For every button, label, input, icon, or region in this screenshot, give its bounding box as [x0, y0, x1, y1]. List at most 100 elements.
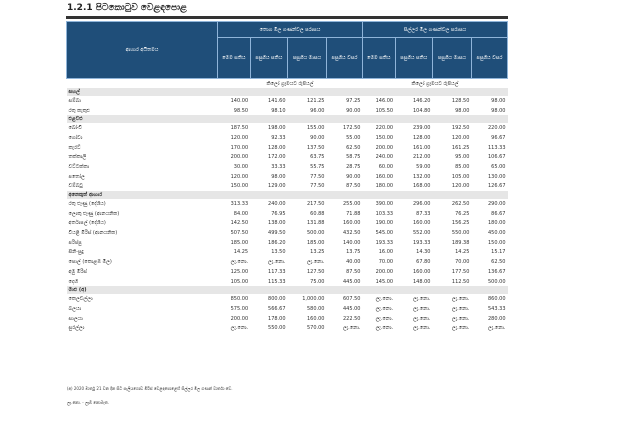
price-cell: ලැ.නො. [412, 296, 431, 303]
column-header: පසුගිය වසර [325, 37, 363, 79]
item-label: ලොකු ළූණු (ආනයනික) [68, 210, 120, 217]
price-cell: 177.50 [451, 268, 470, 275]
price-cell: 70.00 [455, 259, 470, 266]
unit-label: කිලෝ ග්‍රෑමයට රුපියල් [266, 80, 314, 87]
price-cell: 200.00 [375, 268, 394, 275]
price-cell: ලැ.නො. [451, 315, 470, 322]
price-cell: 33.33 [271, 163, 286, 170]
section-header: මාළු (අ) [66, 286, 508, 295]
price-cell: 126.67 [488, 183, 506, 190]
table-row: රතු ළූණු (දේශීය) 313.33 240.00 217.50 255.00… [67, 199, 508, 209]
price-cell: 87.50 [346, 183, 361, 190]
price-cell: 13.50 [271, 249, 286, 256]
column-header: මෙම සතිය [361, 37, 396, 79]
price-cell: 138.00 [268, 220, 286, 227]
price-cell: 90.00 [310, 134, 325, 141]
price-cell: 84.00 [233, 210, 249, 217]
price-cell: 148.00 [412, 278, 431, 285]
price-cell: 129.00 [268, 183, 286, 190]
price-cell: 262.50 [451, 201, 470, 208]
price-cell: 14.25 [233, 249, 249, 256]
table-row: අර්තාපල් (දේශීය) 142.50 138.00 131.88 160.00… [67, 219, 508, 229]
column-header: පසුගිය සතිය [394, 37, 433, 79]
price-cell: 13.25 [310, 249, 325, 256]
price-cell: 28.75 [346, 163, 361, 170]
price-cell: 30.00 [233, 163, 249, 170]
price-cell: 580.00 [306, 305, 325, 312]
price-cell: 128.00 [268, 144, 286, 151]
price-cell: 105.50 [375, 107, 394, 114]
item-label: සුරල්ලා [68, 325, 85, 332]
price-cell: 128.50 [451, 97, 470, 104]
price-cell: 97.25 [346, 97, 361, 104]
table-row: වට්ටක්කා 30.00 33.33 55.75 28.75 60.00 59.00 85… [67, 162, 508, 172]
price-cell: ලැ.නො. [375, 305, 394, 312]
price-cell: 77.50 [310, 183, 325, 190]
price-cell: 146.20 [412, 97, 431, 104]
item-label: වම්බටු [68, 183, 83, 190]
table-row: සාලයා 200.00 178.00 160.00 222.50 ලැ.නො. ලැ.නො… [67, 314, 508, 324]
retail-header: සිල්ලර මිල ගණන්වල පරාසය [361, 21, 509, 38]
price-cell: 87.33 [416, 210, 431, 217]
item-label: පරිප්පු [68, 239, 82, 246]
divider [66, 16, 508, 19]
price-cell: 550.00 [268, 325, 286, 332]
table-row: රතු කැකුළු 98.50 98.10 96.00 90.00 105.50 104.… [67, 106, 508, 116]
price-cell: 132.00 [412, 173, 431, 180]
column-header: පසුගිය මාසය [287, 37, 327, 79]
price-cell: 71.88 [346, 210, 361, 217]
table-row: පොල් (කොළඹ මිල) ලැ.නො. ලැ.නො. ලැ.නො. 40.00 70… [67, 257, 508, 267]
unit-label: කිලෝ ග්‍රෑමයට රුපියල් [411, 80, 459, 87]
price-cell: 87.50 [346, 268, 361, 275]
column-header: පසුගිය සතිය [249, 37, 289, 79]
price-cell: 103.33 [375, 210, 394, 217]
footnote: (අ) 2020 මාර්තු 21 වන දින සිට පැලියගොඩ ම… [67, 386, 233, 391]
price-cell: 60.00 [378, 163, 394, 170]
price-cell: 499.50 [268, 230, 286, 237]
item-label: සීනි-සුදු [68, 249, 84, 256]
price-cell: 850.00 [230, 296, 249, 303]
table-row: සම්බා 140.00 141.60 121.25 97.25 146.00 146.20… [67, 96, 508, 106]
table-row: කෙලවල්ලා 850.00 800.00 1,000.00 607.50 ලැ.නො.… [67, 294, 508, 304]
price-cell: 96.00 [310, 107, 325, 114]
price-cell: 55.75 [310, 163, 325, 170]
section-header: අනෙකුත් ආහාර [66, 191, 508, 200]
price-cell: 75.00 [310, 278, 325, 285]
item-label: බලයා [68, 305, 82, 312]
price-table: ආහාර අයිතමය තොග මිල ගණන්වල පරාසය සිල්ලර … [66, 21, 509, 333]
wholesale-header: තොග මිල ගණන්වල පරාසය [217, 21, 363, 38]
price-cell: 198.00 [268, 125, 286, 132]
price-cell: 120.00 [230, 173, 249, 180]
price-cell: 90.00 [346, 107, 361, 114]
price-cell: ලැ.නො. [451, 325, 470, 332]
price-cell: 90.00 [346, 173, 361, 180]
price-cell: 104.80 [412, 107, 431, 114]
price-cell: 200.00 [230, 315, 249, 322]
price-cell: 161.00 [412, 144, 431, 151]
item-label: වට්ටක්කා [68, 163, 90, 170]
price-cell: 160.00 [375, 173, 394, 180]
price-cell: 239.00 [412, 125, 431, 132]
price-cell: 15.17 [491, 249, 506, 256]
price-cell: 161.25 [451, 144, 470, 151]
table-row: ලොකු ළූණු (ආනයනික) 84.00 76.95 60.88 71.88 10… [67, 209, 508, 219]
price-cell: 172.50 [342, 125, 361, 132]
price-cell: 62.50 [346, 144, 361, 151]
price-cell: 193.33 [375, 239, 394, 246]
price-cell: 98.00 [491, 97, 506, 104]
price-cell: 570.00 [306, 325, 325, 332]
price-cell: 98.50 [233, 107, 249, 114]
table-row: සුරල්ලා ලැ.නො. 550.00 570.00 ලැ.නො. ලැ.නො. ලැ.… [67, 323, 508, 333]
price-cell: ලැ.නො. [375, 296, 394, 303]
price-cell: 55.00 [346, 134, 361, 141]
price-cell: ලැ.නො. [375, 315, 394, 322]
price-cell: 545.00 [375, 230, 394, 237]
price-cell: 85.00 [455, 163, 470, 170]
table-row: බලයා 575.00 566.67 580.00 445.00 ලැ.නො. ලැ.නො.… [67, 304, 508, 314]
price-cell: 220.00 [488, 125, 506, 132]
column-header: මෙම සතිය [217, 37, 251, 79]
price-cell: 160.00 [342, 220, 361, 227]
price-cell: 58.75 [346, 154, 361, 161]
price-cell: 160.00 [412, 220, 431, 227]
